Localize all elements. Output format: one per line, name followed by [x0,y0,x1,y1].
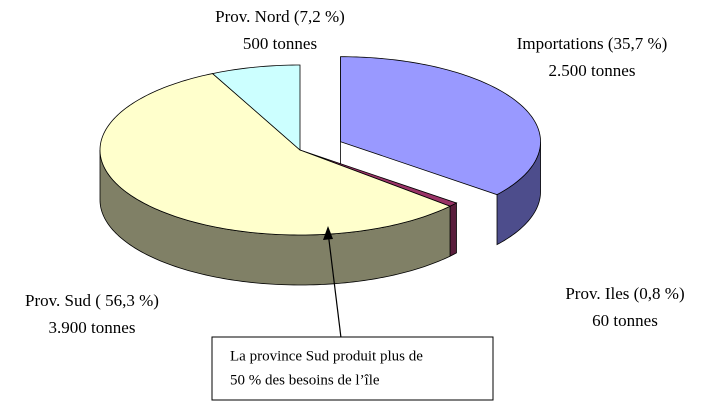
annotation-line: 50 % des besoins de l’île [230,372,380,388]
slice-label: Prov. Sud ( 56,3 %) [25,291,159,310]
slice-label: Prov. Nord (7,2 %) [215,7,345,26]
pie [99,56,541,286]
slice [211,64,301,151]
annotation-box [211,336,494,401]
annotation-line: La province Sud produit plus de [230,348,423,364]
slice [340,56,541,196]
arrow [327,231,343,347]
slice-sublabel: 500 tonnes [243,34,317,53]
slice [99,73,452,236]
slice-sublabel: 60 tonnes [592,311,658,330]
slice-sublabel: 3.900 tonnes [49,318,136,337]
slice-label: Prov. Iles (0,8 %) [565,284,684,303]
slice-label: Importations (35,7 %) [517,34,668,53]
slice-side [449,202,457,257]
slice-sublabel: 2.500 tonnes [549,61,636,80]
arrow-head [323,226,333,240]
